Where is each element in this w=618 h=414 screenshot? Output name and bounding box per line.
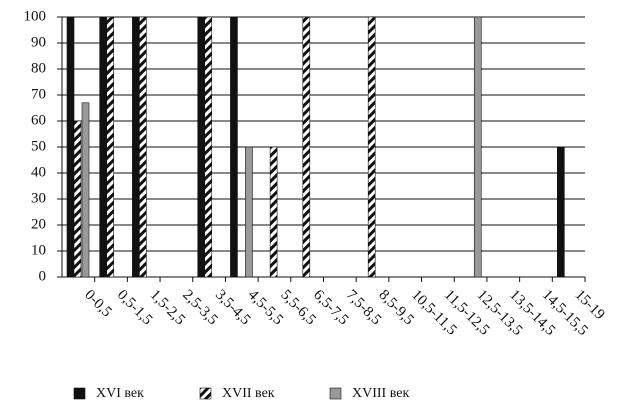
- y-tick-label: 0: [39, 268, 47, 284]
- x-tick-label: 1,5-2,5: [147, 287, 188, 328]
- y-tick-label: 60: [31, 112, 46, 128]
- bar: [367, 16, 376, 278]
- bar: [197, 16, 206, 278]
- bar: [473, 16, 482, 278]
- y-tick-label: 80: [31, 60, 46, 76]
- legend-label: XVI век: [96, 386, 144, 401]
- x-tick-label: 7,5-8,5: [343, 287, 384, 328]
- x-tick-label: 3,5-4,5: [212, 287, 253, 328]
- bar: [106, 16, 114, 278]
- legend-label: XVIII век: [352, 386, 409, 401]
- x-tick-label: 8,5-9,5: [375, 287, 416, 328]
- bar: [302, 16, 311, 278]
- x-tick-label: 4,5-5,5: [245, 287, 286, 328]
- x-tick-label: 0,5-1,5: [114, 287, 155, 328]
- x-tick-label: 0-0,5: [81, 287, 114, 320]
- legend-label: XVII век: [222, 386, 275, 401]
- bar: [66, 16, 75, 278]
- legend-swatch: [199, 387, 212, 400]
- legend-swatch: [329, 387, 342, 400]
- x-tick-label: 2,5-3,5: [179, 287, 220, 328]
- bar: [73, 120, 82, 278]
- x-tick-label: 5,5-6,5: [277, 287, 318, 328]
- y-tick-label: 10: [31, 242, 46, 258]
- bar: [557, 146, 565, 278]
- y-tick-label: 40: [31, 164, 46, 180]
- y-tick-label: 70: [31, 86, 46, 102]
- bar: [269, 146, 278, 278]
- bar: [132, 16, 140, 278]
- legend: XVI век XVII век XVIII век: [73, 386, 409, 401]
- y-tick-label: 30: [31, 190, 46, 206]
- y-tick-label: 90: [31, 34, 46, 50]
- bar: [99, 16, 107, 278]
- bar: [230, 16, 238, 278]
- bar: [139, 16, 147, 278]
- bar: [81, 102, 90, 278]
- y-tick-label: 100: [24, 8, 47, 24]
- legend-swatch: [73, 387, 86, 400]
- x-tick-label: 6,5-7,5: [310, 287, 351, 328]
- y-tick-label: 50: [31, 138, 46, 154]
- bar: [245, 146, 253, 278]
- y-tick-label: 20: [31, 216, 46, 232]
- bar: [204, 16, 213, 278]
